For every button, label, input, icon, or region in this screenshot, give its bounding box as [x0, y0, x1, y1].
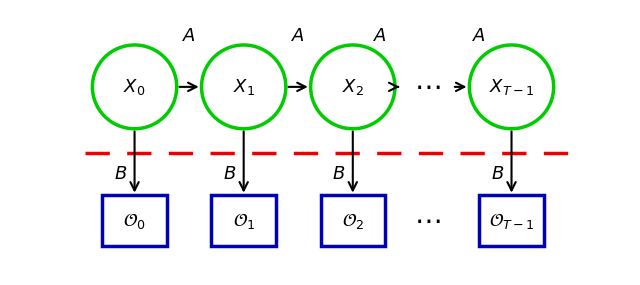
Text: $A$: $A$: [472, 27, 486, 45]
Text: $X_{T-1}$: $X_{T-1}$: [489, 77, 534, 97]
Text: $\cdots$: $\cdots$: [414, 207, 440, 235]
Text: $B$: $B$: [114, 165, 127, 183]
Text: $\mathcal{O}_1$: $\mathcal{O}_1$: [232, 211, 255, 231]
Text: $A$: $A$: [182, 27, 196, 45]
Text: $\mathcal{O}_{T-1}$: $\mathcal{O}_{T-1}$: [489, 211, 534, 231]
Text: $\mathcal{O}_0$: $\mathcal{O}_0$: [124, 211, 146, 231]
Text: $\mathcal{O}_2$: $\mathcal{O}_2$: [342, 211, 364, 231]
Text: $B$: $B$: [223, 165, 236, 183]
Text: $X_0$: $X_0$: [124, 77, 146, 97]
Text: $B$: $B$: [332, 165, 346, 183]
Text: $X_1$: $X_1$: [233, 77, 255, 97]
Text: $A$: $A$: [291, 27, 305, 45]
Text: $\cdots$: $\cdots$: [414, 73, 440, 101]
Text: $X_2$: $X_2$: [342, 77, 364, 97]
Text: $A$: $A$: [373, 27, 387, 45]
Text: $B$: $B$: [491, 165, 504, 183]
